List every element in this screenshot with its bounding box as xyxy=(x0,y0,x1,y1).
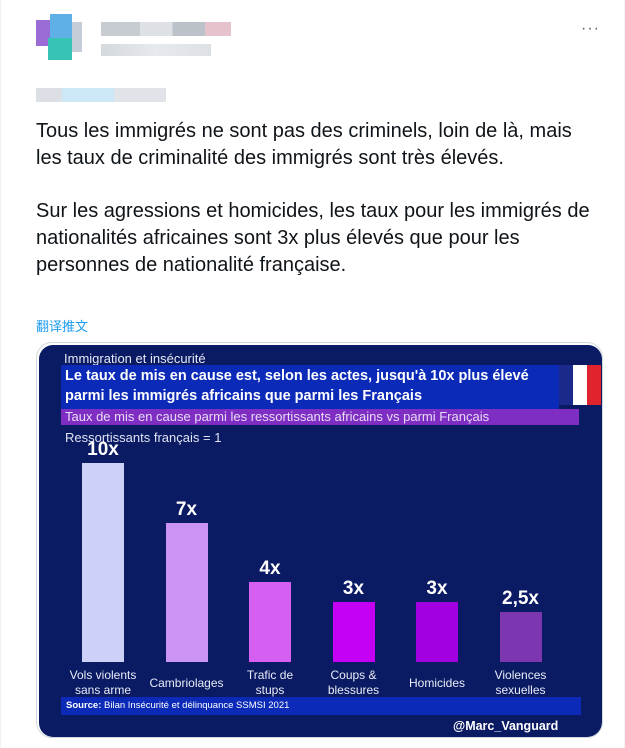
source-note: Source: Bilan Insécurité et délinquance … xyxy=(66,700,289,711)
source-text: Bilan Insécurité et délinquance SSMSI 20… xyxy=(104,700,290,711)
translate-tweet-link[interactable]: 翻译推文 xyxy=(36,319,89,334)
category-label: Cambriolages xyxy=(149,676,224,690)
tweet-paragraph: Tous les immigrés ne sont pas des crimin… xyxy=(36,120,572,169)
bar-value-label: 3x xyxy=(426,578,448,599)
category-label: Vols violents sans arme xyxy=(69,668,137,697)
source-label: Source: xyxy=(66,700,102,711)
tweet-text: Tous les immigrés ne sont pas des crimin… xyxy=(36,118,601,279)
blurred-handle[interactable] xyxy=(101,44,211,56)
tweet-paragraph: Sur les agressions et homicides, les tau… xyxy=(36,200,590,276)
bar-value-label: 7x xyxy=(175,499,198,520)
chart-title: Le taux de mis en cause est, selon les a… xyxy=(65,368,529,404)
bar xyxy=(82,463,124,662)
avatar[interactable] xyxy=(36,14,86,62)
bar xyxy=(165,523,208,662)
french-flag-icon xyxy=(559,365,601,405)
subtitle-band xyxy=(61,409,579,425)
avatar-pixel xyxy=(50,14,72,38)
bar-value-label: 3x xyxy=(342,578,365,599)
bar-value-label: 4x xyxy=(259,558,281,579)
bar xyxy=(249,582,291,662)
more-options-icon[interactable]: ··· xyxy=(581,20,600,37)
author-credit: @Marc_Vanguard xyxy=(453,719,559,733)
avatar-pixel xyxy=(36,20,50,46)
category-label: Trafic de stups xyxy=(246,668,294,697)
bar xyxy=(332,602,375,662)
blurred-reply-context xyxy=(36,88,166,102)
category-label: Homicides xyxy=(408,676,465,690)
tweet-media[interactable]: Immigration et insécurité Le taux de mis… xyxy=(36,342,603,738)
title-band xyxy=(61,365,559,409)
blurred-display-name[interactable] xyxy=(101,22,231,36)
bar-value-label: 10x xyxy=(87,439,119,460)
category-label: Coups & blessures xyxy=(327,668,380,697)
chart-subtitle: Taux de mis en cause parmi les ressortis… xyxy=(65,409,490,424)
category-label: Violences sexuelles xyxy=(494,668,547,697)
avatar-pixel xyxy=(72,22,82,52)
chart-image: Immigration et insécurité Le taux de mis… xyxy=(39,345,602,737)
bar xyxy=(416,602,458,662)
chart-header: Immigration et insécurité xyxy=(64,351,206,366)
bar xyxy=(499,612,542,662)
source-band xyxy=(61,697,581,715)
avatar-pixel xyxy=(48,38,72,60)
baseline-note: Ressortissants français = 1 xyxy=(65,430,222,445)
bar-value-label: 2,5x xyxy=(502,588,539,609)
